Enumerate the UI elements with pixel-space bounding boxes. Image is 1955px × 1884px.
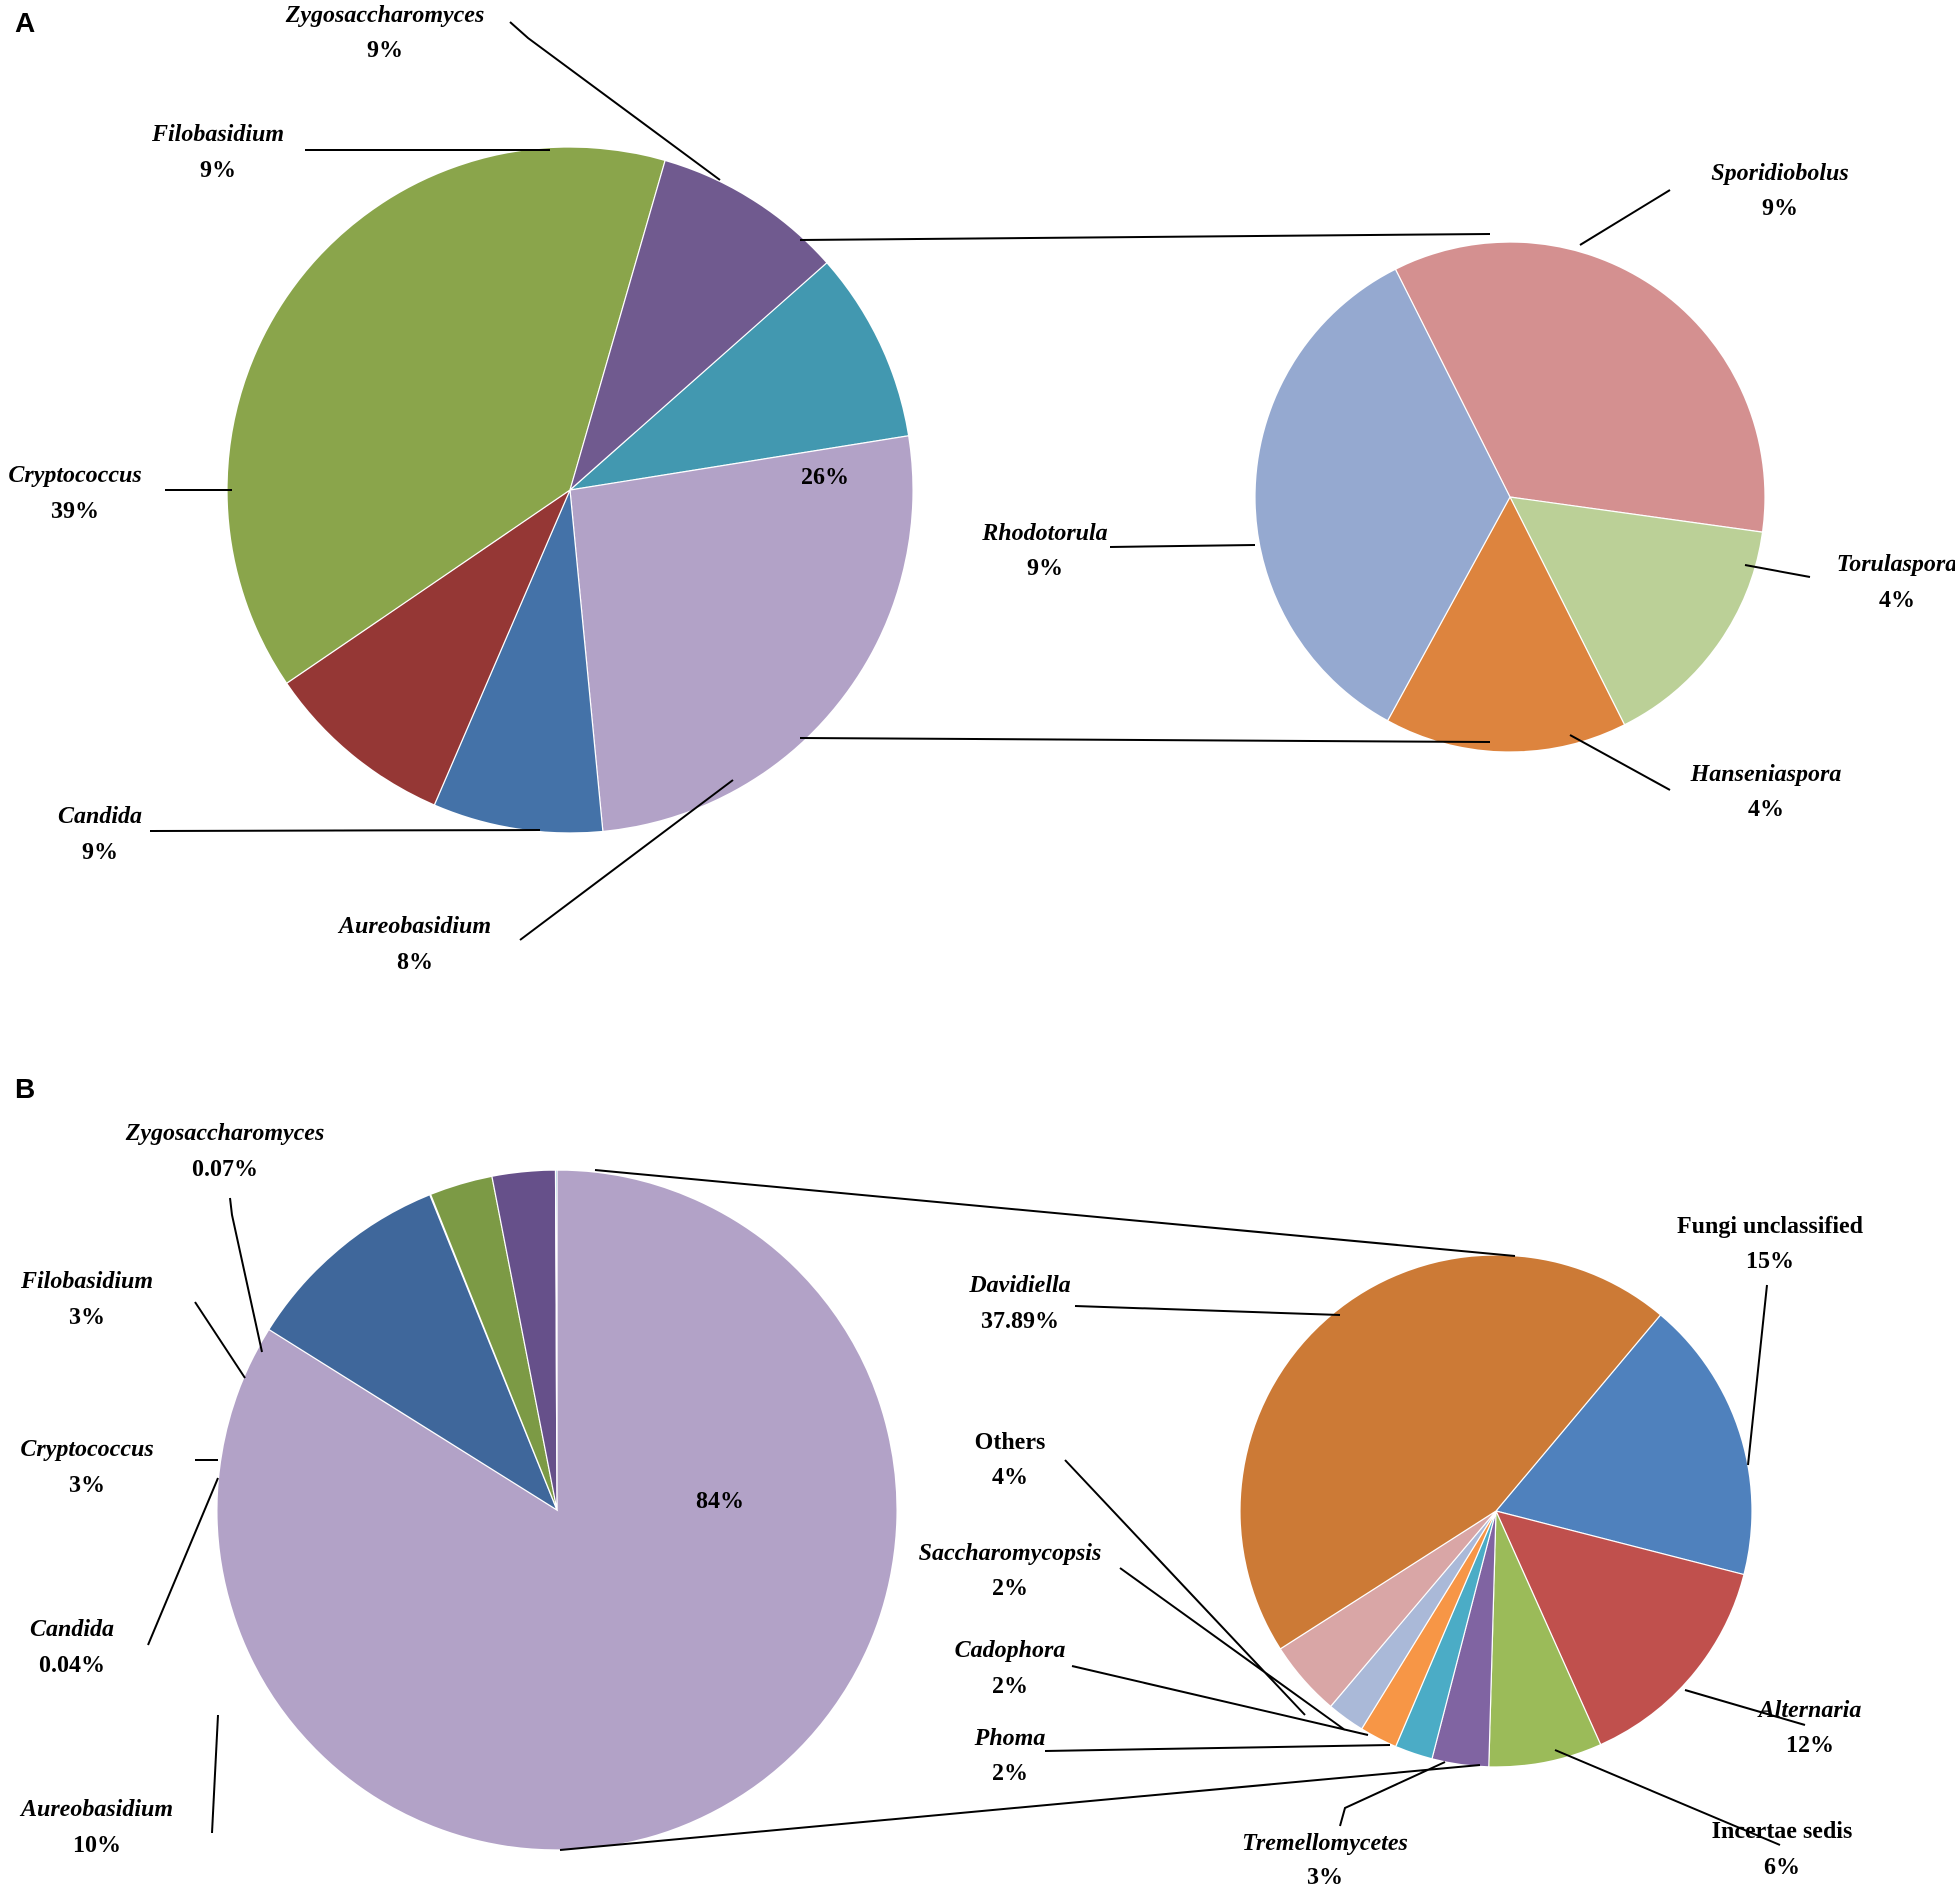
panel-a-sub-slice-hanseniaspora (1386, 495, 1626, 753)
panel-b-value-davidiella: 37.89% (981, 1308, 1059, 1334)
panel-a-leader-line (1109, 544, 1256, 548)
panel-a: A (15, 7, 1766, 834)
panel-a-label-zygosaccharomyces: Zygosaccharomyces (285, 2, 485, 28)
panel-b-leader-line (1554, 1749, 1781, 1846)
panel-b-value-saccharomycopsis: 2% (992, 1575, 1028, 1601)
panel-b-leader-line (194, 1301, 246, 1379)
panel-b-leader-line (147, 1477, 219, 1646)
panel-a-value-rhodotorula: 9% (1027, 555, 1063, 581)
panel-a-main-slice-candida (285, 488, 572, 806)
panel-b-main-slice-aureobasidium (268, 1193, 559, 1512)
panel-b-value-zygosaccharomyces: 0.07% (192, 1156, 258, 1182)
panel-b-value-alternaria: 12% (1786, 1732, 1834, 1758)
panel-a-label-hanseniaspora: Hanseniaspora (1690, 761, 1842, 787)
panel-b-value-cryptococcus: 3% (69, 1472, 105, 1498)
panel-b-leader-line (229, 1197, 263, 1353)
panel-b-main-slice-zygosaccharomyces (554, 1169, 558, 1511)
panel-a-sub-slice-sporidiobolus (1394, 241, 1766, 533)
panel-a-label-cryptococcus: Cryptococcus (8, 462, 141, 488)
panel-b-label-others: Others (975, 1429, 1046, 1455)
panel-a-leader-line (509, 21, 721, 181)
panel-a-value-hanseniaspora: 4% (1748, 796, 1784, 822)
panel-a-leader-line (1569, 734, 1671, 791)
panel-a-value-torulaspora: 4% (1879, 587, 1915, 613)
panel-a-label-candida: Candida (58, 803, 142, 829)
panel-a-value-filobasidium: 9% (200, 157, 236, 183)
panel-a-letter: A (15, 7, 35, 38)
panel-b-value-tremellomycetes: 3% (1307, 1864, 1343, 1884)
panel-b-label-filobasidium: Filobasidium (20, 1268, 153, 1294)
panel-b-value-incertae-sedis: 6% (1764, 1854, 1800, 1880)
panel-a-value-zygosaccharomyces: 9% (367, 37, 403, 63)
panel-a-sub-pie (1254, 241, 1766, 753)
panel-a-sub-slice-torulaspora (1508, 496, 1764, 726)
panel-b-value-filobasidium: 3% (69, 1304, 105, 1330)
leader-lines (147, 21, 1811, 1846)
panel-b-leader-line (1747, 1284, 1768, 1466)
panel-b-connector-bottom (559, 1764, 1481, 1851)
panel-b-label-tremellomycetes: Tremellomycetes (1242, 1830, 1408, 1856)
panel-a-main-slice-aureobasidium (433, 489, 604, 834)
panel-b-label-zygosaccharomyces: Zygosaccharomyces (125, 1120, 325, 1146)
panel-b-value-others: 4% (992, 1464, 1028, 1490)
panel-a-leader-line (1579, 189, 1671, 246)
panel-b-expanded-slice-value: 84% (696, 1488, 744, 1514)
panel-a-leader-line (1744, 564, 1811, 578)
panel-a-main-pie (226, 146, 914, 834)
panel-a-value-sporidiobolus: 9% (1762, 195, 1798, 221)
panel-a-label-aureobasidium: Aureobasidium (337, 913, 491, 939)
panel-b-leader-line (1074, 1305, 1341, 1316)
panel-b: B (15, 1073, 1753, 1851)
panel-b-label-alternaria: Alternaria (1757, 1697, 1862, 1723)
panel-a-sub-slice-rhodotorula (1254, 268, 1511, 722)
panel-b-sub-slice-alternaria (1494, 1510, 1745, 1746)
panel-b-label-incertae-sedis: Incertae sedis (1712, 1818, 1853, 1844)
panel-a-connector-top (799, 233, 1491, 241)
panel-b-label-cryptococcus: Cryptococcus (20, 1436, 153, 1462)
panel-a-label-sporidiobolus: Sporidiobolus (1711, 160, 1848, 186)
slice-labels: 26% Zygosaccharomyces 9% Aureobasidium 8% Can… (8, 2, 1955, 1884)
panel-b-label-phoma: Phoma (974, 1725, 1046, 1751)
panel-b-letter: B (15, 1073, 35, 1104)
panel-b-main-pie (216, 1169, 898, 1851)
panel-a-label-rhodotorula: Rhodotorula (981, 520, 1107, 546)
panel-b-label-davidiella: Davidiella (968, 1272, 1070, 1298)
panel-a-main-slice-other-yeasts-expanded (569, 435, 914, 833)
panel-a-value-aureobasidium: 8% (397, 949, 433, 975)
panel-b-value-phoma: 2% (992, 1760, 1028, 1786)
panel-b-sub-slice-incertae-sedis (1488, 1510, 1602, 1768)
panel-b-sub-slice-davidiella (1239, 1254, 1662, 1650)
panel-b-value-candida: 0.04% (39, 1652, 105, 1678)
panel-b-value-fungi-unclassified: 15% (1746, 1248, 1794, 1274)
panel-b-label-aureobasidium: Aureobasidium (19, 1796, 173, 1822)
panel-a-label-torulaspora: Torulaspora (1837, 551, 1955, 577)
panel-a-connector-bottom (799, 737, 1491, 743)
panel-b-leader-line (1684, 1689, 1806, 1726)
panel-b-leader-line (1339, 1761, 1446, 1827)
panel-a-value-cryptococcus: 39% (51, 498, 99, 524)
panel-a-main-slice-cryptococcus (226, 146, 666, 685)
panel-b-sub-pie (1239, 1254, 1753, 1768)
panel-b-label-saccharomycopsis: Saccharomycopsis (919, 1540, 1102, 1566)
panel-b-sub-slice-fungi-unclassified (1494, 1314, 1753, 1576)
panel-b-leader-line (1071, 1665, 1369, 1736)
panel-a-leader-line (149, 829, 541, 832)
panel-a-leader-line (519, 779, 734, 941)
panel-a-main-slice-filobasidium (568, 159, 828, 492)
panel-b-label-fungi-unclassified: Fungi unclassified (1677, 1213, 1864, 1239)
panel-b-label-candida: Candida (30, 1616, 114, 1642)
panel-b-value-cadophora: 2% (992, 1673, 1028, 1699)
panel-b-leader-line (1044, 1744, 1391, 1752)
panel-b-connector-top (594, 1169, 1516, 1257)
panel-b-value-aureobasidium: 10% (73, 1832, 121, 1858)
panel-b-leader-line (211, 1714, 219, 1834)
panel-a-label-filobasidium: Filobasidium (151, 121, 284, 147)
panel-a-main-slice-zygosaccharomyces (568, 261, 910, 491)
panel-b-leader-line (1119, 1567, 1346, 1731)
panel-b-label-cadophora: Cadophora (955, 1637, 1066, 1663)
panel-a-expanded-slice-value: 26% (801, 464, 849, 490)
panel-a-value-candida: 9% (82, 839, 118, 865)
